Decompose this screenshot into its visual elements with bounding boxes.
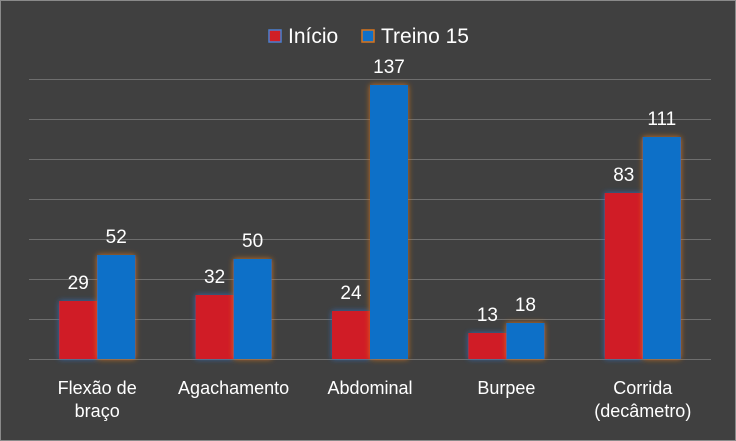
x-tick-label: Corrida xyxy=(613,378,673,398)
bar-treino-15 xyxy=(233,259,272,359)
bars xyxy=(59,85,681,359)
data-label: 29 xyxy=(68,273,89,294)
bar-início xyxy=(468,333,507,359)
legend-label: Treino 15 xyxy=(381,25,469,48)
category-labels: Flexão de braço Agachamento Abdominal Burpee… xyxy=(58,378,692,421)
bar-treino-15 xyxy=(642,137,681,359)
data-label: 18 xyxy=(515,295,536,316)
bar-início xyxy=(332,311,370,359)
x-tick-label: Burpee xyxy=(477,378,535,398)
x-tick-label: Agachamento xyxy=(178,378,289,398)
legend-swatch xyxy=(361,29,375,43)
data-label: 52 xyxy=(106,227,127,248)
legend-swatch xyxy=(268,29,282,43)
data-label: 50 xyxy=(242,231,263,252)
bar-início xyxy=(195,295,234,359)
x-tick-label: (decâmetro) xyxy=(594,401,691,421)
data-label: 13 xyxy=(477,305,498,326)
x-tick-label: Flexão de xyxy=(58,378,137,398)
data-label: 32 xyxy=(204,267,225,288)
data-label: 83 xyxy=(613,165,634,186)
legend: Início Treino 15 xyxy=(268,25,469,48)
x-tick-label: braço xyxy=(75,401,120,421)
bar-treino-15 xyxy=(97,255,136,359)
bar-início xyxy=(604,193,643,359)
legend-label: Início xyxy=(288,25,338,48)
bar-treino-15 xyxy=(370,85,408,359)
bar-treino-15 xyxy=(506,323,545,359)
x-tick-label: Abdominal xyxy=(327,378,412,398)
data-label: 24 xyxy=(340,283,362,304)
value-labels: 29 52 32 50 24 137 13 18 83 111 xyxy=(68,57,677,326)
data-label: 111 xyxy=(647,109,676,130)
data-label: 137 xyxy=(373,57,405,78)
bar-início xyxy=(59,301,98,359)
